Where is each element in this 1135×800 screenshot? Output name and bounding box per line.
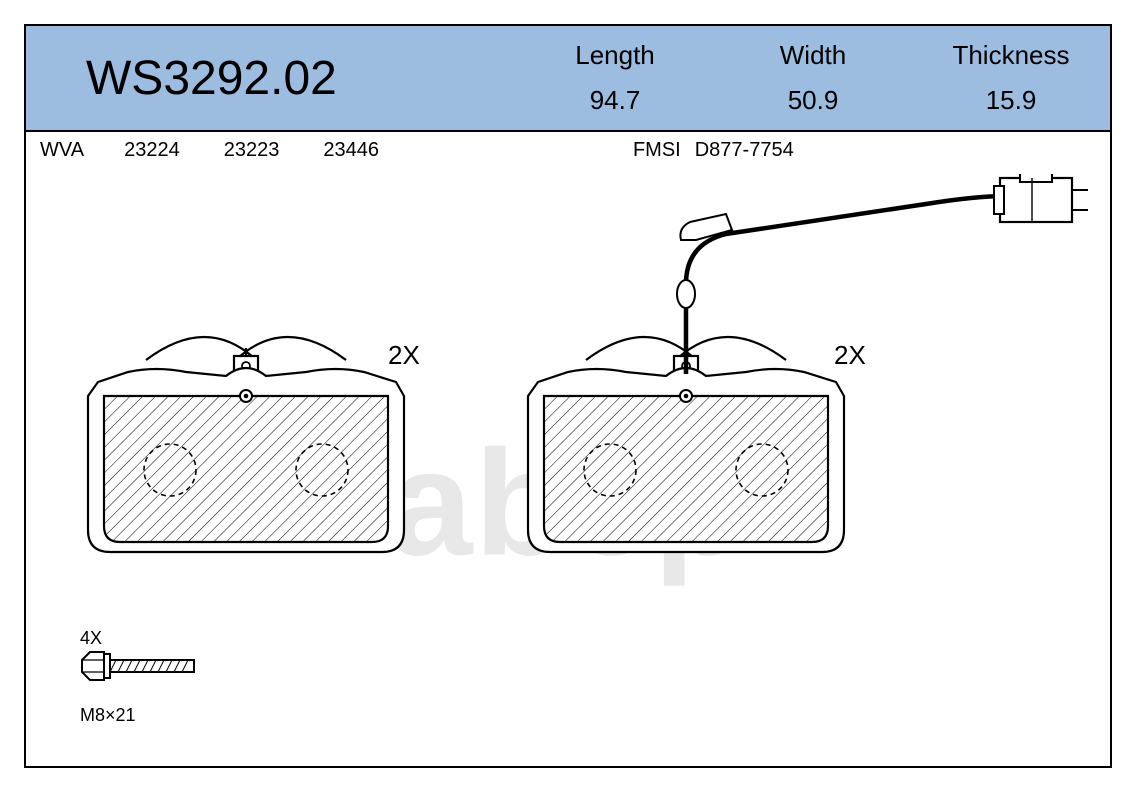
wva-code-2: 23446 [323, 139, 379, 162]
bolt-spec: M8×21 [80, 705, 136, 726]
length-value: 94.7 [590, 85, 641, 116]
bolt-qty: 4X [80, 628, 136, 649]
width-label: Width [780, 40, 846, 71]
fmsi-code: D877-7754 [695, 139, 794, 162]
thickness-label: Thickness [952, 40, 1069, 71]
thickness-value: 15.9 [986, 85, 1037, 116]
bolt-group: 4X [80, 628, 136, 726]
fmsi-label: FMSI [633, 139, 681, 162]
wva-code-0: 23224 [124, 139, 180, 162]
wva-label: WVA [40, 139, 84, 162]
dim-length: Length 94.7 [516, 26, 714, 130]
wva-code-1: 23223 [224, 139, 280, 162]
header-band: WS3292.02 Length 94.7 Width 50.9 Thickne… [26, 26, 1110, 132]
length-label: Length [575, 40, 655, 71]
bolt-icon [80, 650, 210, 684]
spec-frame: WS3292.02 Length 94.7 Width 50.9 Thickne… [24, 24, 1112, 768]
diagram-area: abcp 2X [26, 168, 1110, 766]
dim-width: Width 50.9 [714, 26, 912, 130]
reference-row: WVA 23224 23223 23446 FMSI D877-7754 [26, 132, 1110, 168]
dim-thickness: Thickness 15.9 [912, 26, 1110, 130]
part-number: WS3292.02 [26, 26, 516, 130]
width-value: 50.9 [788, 85, 839, 116]
wear-sensor-wire [676, 174, 1096, 384]
pad-left-qty: 2X [388, 340, 420, 371]
